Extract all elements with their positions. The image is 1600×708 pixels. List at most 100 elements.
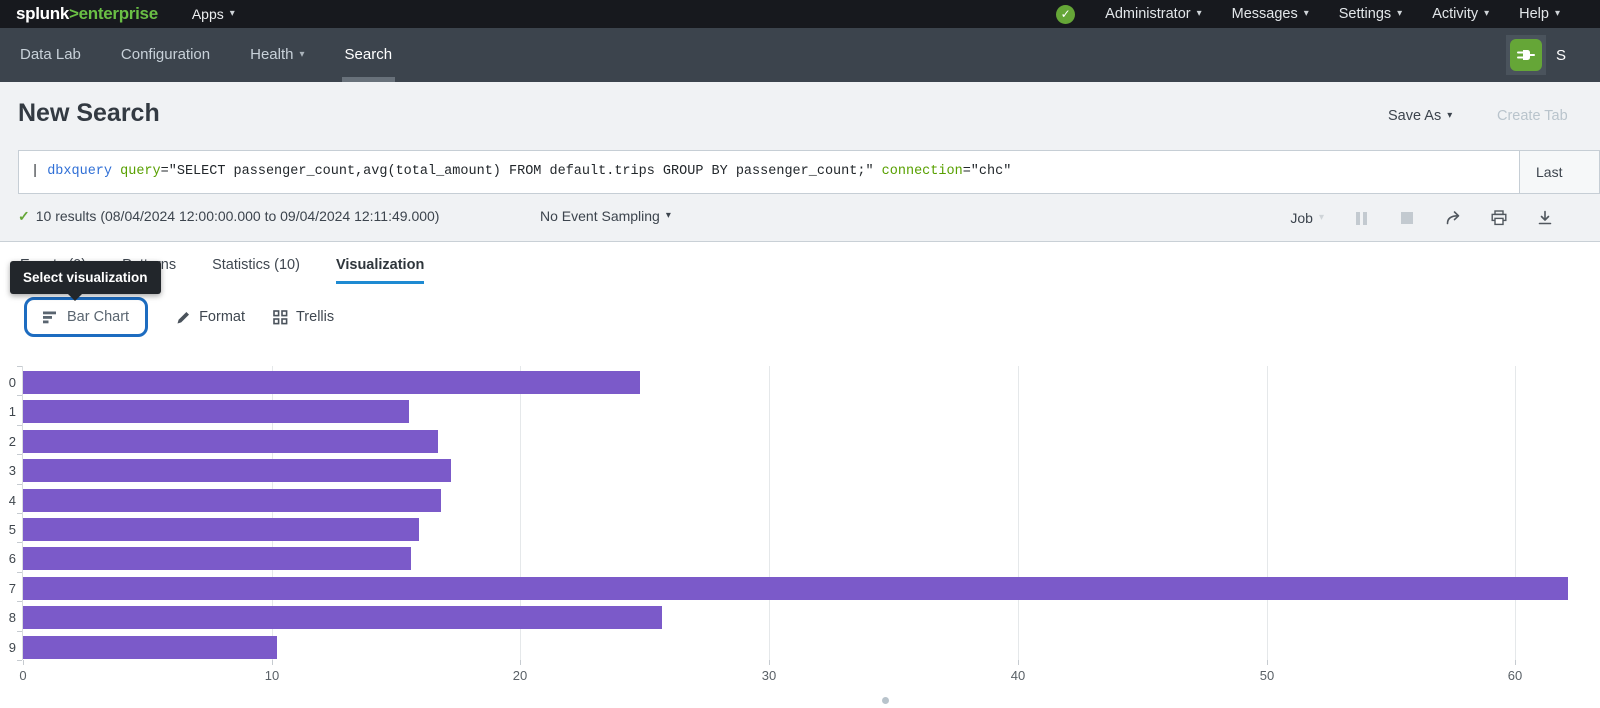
x-tick — [272, 660, 273, 665]
trellis-label: Trellis — [295, 309, 335, 325]
logo-gt-text: > — [69, 4, 79, 23]
search-bar: | dbxquery query="SELECT passenger_count… — [18, 150, 1600, 194]
chart-bar[interactable] — [23, 547, 411, 570]
stop-button[interactable] — [1398, 209, 1416, 227]
x-tick — [1515, 660, 1516, 665]
print-button[interactable] — [1490, 209, 1508, 227]
tab-statistics[interactable]: Statistics (10) — [212, 257, 300, 273]
caret-down-icon: ▾ — [229, 8, 235, 19]
select-visualization-tooltip: Select visualization — [10, 261, 161, 301]
pause-button[interactable] — [1352, 209, 1370, 227]
job-controls: Job ▾ — [1290, 194, 1600, 242]
query-command: dbxquery — [47, 164, 113, 179]
activity-menu[interactable]: Activity ▾ — [1432, 6, 1489, 22]
query-connection-value: ="chc" — [962, 164, 1012, 179]
y-axis-label: 6 — [8, 551, 16, 566]
chart-bar[interactable] — [23, 371, 640, 394]
x-gridline — [769, 366, 770, 660]
chart-bar[interactable] — [23, 606, 663, 629]
job-label: Job — [1290, 210, 1313, 226]
y-tick — [17, 395, 22, 396]
y-tick — [17, 631, 22, 632]
x-gridline — [1515, 366, 1516, 660]
caret-down-icon: ▾ — [299, 49, 305, 60]
save-as-button[interactable]: Save As ▾ — [1388, 108, 1452, 124]
chart-bar[interactable] — [23, 489, 441, 512]
query-arg-connection: connection — [881, 164, 963, 179]
pagination-dot[interactable] — [882, 697, 889, 704]
nav-item-configuration[interactable]: Configuration — [121, 28, 210, 82]
x-axis-label: 50 — [1259, 668, 1275, 683]
job-bar: ✓ 10 results (08/04/2024 12:00:00.000 to … — [0, 194, 1600, 242]
y-tick — [17, 484, 22, 485]
chart-bar[interactable] — [23, 636, 277, 659]
chart-bar[interactable] — [23, 459, 451, 482]
job-menu[interactable]: Job ▾ — [1290, 210, 1324, 226]
caret-down-icon: ▾ — [1303, 8, 1309, 19]
share-icon — [1446, 211, 1459, 225]
caret-down-icon: ▾ — [1397, 8, 1403, 19]
x-axis-label: 10 — [264, 668, 280, 683]
sampling-label: No Event Sampling — [540, 208, 660, 224]
apps-menu[interactable]: Apps ▾ — [192, 6, 235, 22]
help-label: Help — [1519, 6, 1549, 22]
logo-enterprise-text: enterprise — [78, 4, 159, 23]
tab-visualization[interactable]: Visualization — [335, 242, 425, 284]
chart-bar[interactable] — [23, 518, 419, 541]
app-nav-bar: Data Lab Configuration Health ▾ Search S — [0, 28, 1600, 82]
search-input[interactable]: | dbxquery query="SELECT passenger_count… — [19, 151, 1519, 193]
download-button[interactable] — [1536, 209, 1554, 227]
app-icon-container[interactable] — [1506, 35, 1546, 75]
activity-label: Activity — [1432, 6, 1479, 22]
topbar-right-group: ✓ Administrator ▾ Messages ▾ Settings ▾ Act… — [1056, 4, 1600, 24]
configuration-label: Configuration — [120, 46, 211, 63]
format-button[interactable]: Format — [176, 309, 245, 325]
administrator-label: Administrator — [1105, 6, 1191, 22]
chart-bar[interactable] — [23, 430, 439, 453]
app-nav: Data Lab Configuration Health ▾ Search — [20, 28, 395, 82]
share-button[interactable] — [1444, 209, 1462, 227]
y-axis-label: 4 — [8, 493, 16, 508]
settings-menu[interactable]: Settings ▾ — [1339, 6, 1402, 22]
y-tick — [17, 660, 22, 661]
y-tick — [17, 542, 22, 543]
messages-menu[interactable]: Messages ▾ — [1232, 6, 1309, 22]
splunk-logo: splunk>enterprise — [16, 4, 158, 24]
x-gridline — [1018, 366, 1019, 660]
app-identity: S — [1506, 28, 1600, 82]
logo-splunk-text: splunk — [16, 4, 69, 23]
event-sampling-dropdown[interactable]: No Event Sampling ▾ — [540, 208, 671, 224]
y-axis-label: 1 — [8, 404, 16, 419]
caret-down-icon: ▾ — [1554, 8, 1560, 19]
y-axis-line — [22, 366, 23, 660]
nav-item-data-lab[interactable]: Data Lab — [20, 28, 81, 82]
chart-type-label: Bar Chart — [67, 309, 130, 325]
x-gridline — [1267, 366, 1268, 660]
check-icon: ✓ — [1060, 7, 1071, 21]
x-axis-label: 60 — [1507, 668, 1523, 683]
query-sql-value: ="SELECT passenger_count,avg(total_amoun… — [160, 164, 874, 179]
nav-item-search[interactable]: Search — [341, 28, 395, 82]
time-range-picker[interactable]: Last — [1519, 151, 1599, 193]
trellis-button[interactable]: Trellis — [273, 309, 334, 325]
grid-icon — [273, 309, 288, 324]
administrator-menu[interactable]: Administrator ▾ — [1105, 6, 1201, 22]
data-lab-label: Data Lab — [20, 46, 81, 63]
chart-bar[interactable] — [23, 577, 1568, 600]
x-tick — [520, 660, 521, 665]
create-table-button[interactable]: Create Tab — [1497, 108, 1568, 124]
query-space — [112, 164, 120, 179]
pause-icon — [1355, 211, 1367, 225]
y-axis-label: 3 — [8, 463, 16, 478]
y-tick — [17, 513, 22, 514]
nav-item-health[interactable]: Health ▾ — [250, 28, 304, 82]
chart-type-button[interactable]: Bar Chart — [24, 297, 149, 337]
viz-toolbar: Bar Chart Format Trellis — [24, 297, 334, 337]
x-gridline — [520, 366, 521, 660]
y-axis-label: 8 — [8, 610, 16, 625]
help-menu[interactable]: Help ▾ — [1519, 6, 1560, 22]
y-axis-label: 5 — [8, 522, 16, 537]
x-tick — [1267, 660, 1268, 665]
chart-bar[interactable] — [23, 400, 409, 423]
health-status-icon[interactable]: ✓ — [1056, 4, 1076, 24]
